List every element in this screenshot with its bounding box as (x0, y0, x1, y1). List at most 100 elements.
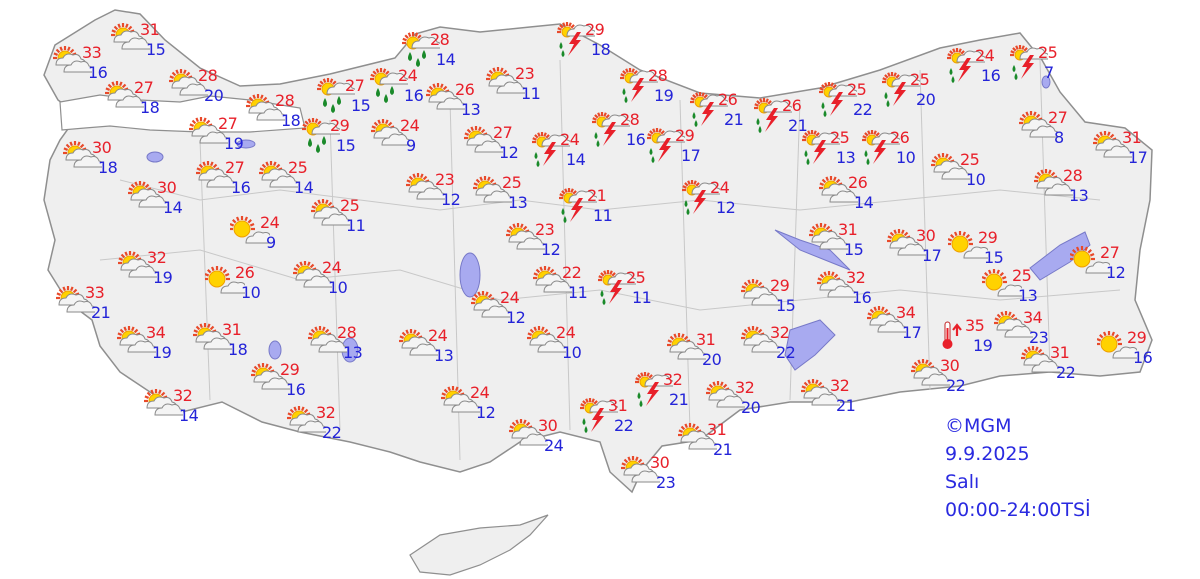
high-temperature: 26 (890, 128, 910, 147)
rain-showers-icon (317, 78, 355, 113)
high-temperature: 31 (707, 420, 727, 439)
high-temperature: 24 (556, 323, 576, 342)
weather-station: 32 20 (705, 378, 775, 424)
lake-egirdir (268, 340, 282, 360)
weather-station: 27 16 (195, 158, 265, 204)
low-temperature: 10 (328, 278, 348, 297)
low-temperature: 9 (266, 233, 276, 252)
thunderstorm-icon (592, 112, 630, 147)
low-temperature: 13 (343, 343, 363, 362)
high-temperature: 32 (316, 403, 336, 422)
partly-cloudy-icon (63, 141, 102, 168)
partly-cloudy-icon (1019, 111, 1058, 138)
low-temperature: 22 (776, 343, 796, 362)
weather-station: 30 22 (910, 356, 980, 402)
weather-station: 32 22 (286, 403, 356, 449)
forecast-date: 9.9.2025 (945, 443, 1030, 465)
weather-station: 25 10 (930, 150, 1000, 196)
weather-station: 24 16 (368, 66, 438, 112)
low-temperature: 11 (568, 283, 588, 302)
low-temperature: 13 (1018, 286, 1038, 305)
high-temperature: 23 (435, 170, 455, 189)
weather-station: 32 14 (143, 386, 213, 432)
map-info: ©MGM 9.9.2025 Salı 00:00-24:00TSİ (945, 412, 1091, 524)
weather-station: 26 10 (205, 263, 275, 309)
weather-station: 28 16 (590, 110, 660, 156)
lake-tuz (459, 252, 481, 298)
high-temperature: 27 (225, 158, 245, 177)
weather-station: 30 18 (62, 138, 132, 184)
weather-station: 34 17 (866, 303, 936, 349)
low-temperature: 15 (776, 296, 796, 315)
low-temperature: 10 (896, 148, 916, 167)
high-temperature: 25 (1038, 43, 1058, 62)
province-borders (99, 59, 1121, 461)
high-temperature: 29 (978, 228, 998, 247)
low-temperature: 22 (853, 100, 873, 119)
partly-cloudy-icon (293, 261, 332, 288)
high-temperature: 29 (585, 20, 605, 39)
weather-station: 25 13 (472, 173, 542, 219)
high-temperature: 31 (222, 320, 242, 339)
weather-station: 33 21 (55, 283, 125, 329)
keban-dam-lake (774, 229, 851, 271)
weather-station: 31 21 (677, 420, 747, 466)
low-temperature: 14 (854, 193, 874, 212)
weather-station: 31 20 (666, 330, 736, 376)
partly-cloudy-icon (426, 83, 465, 110)
thunderstorm-icon (580, 398, 618, 433)
weather-station: 25 13 (800, 128, 870, 174)
high-temperature: 31 (838, 220, 858, 239)
high-temperature: 28 (1063, 166, 1083, 185)
partly-cloudy-icon (251, 363, 290, 390)
low-temperature: 12 (476, 403, 496, 422)
partly-cloudy-icon (678, 423, 717, 450)
low-temperature: 22 (614, 416, 634, 435)
thunderstorm-icon (754, 98, 792, 133)
weather-station: 25 14 (258, 158, 328, 204)
low-temperature: 11 (632, 288, 652, 307)
high-temperature: 27 (1048, 108, 1068, 127)
high-temperature: 25 (626, 268, 646, 287)
partly-cloudy-icon (741, 326, 780, 353)
sunny-icon (205, 266, 245, 294)
high-temperature: 24 (500, 288, 520, 307)
weather-station: 24 9 (230, 213, 300, 259)
low-temperature: 19 (224, 134, 244, 153)
low-temperature: 16 (404, 86, 424, 105)
partly-cloudy-icon (509, 419, 548, 446)
partly-cloudy-icon (189, 117, 228, 144)
rain-showers-icon (402, 32, 440, 67)
low-temperature: 14 (294, 178, 314, 197)
high-temperature: 26 (718, 90, 738, 109)
low-temperature: 19 (654, 86, 674, 105)
weather-station: 27 18 (104, 78, 174, 124)
high-temperature: 29 (675, 126, 695, 145)
low-temperature: 17 (922, 246, 942, 265)
low-temperature: 13 (836, 148, 856, 167)
partly-cloudy-icon (471, 291, 510, 318)
weather-station: 30 17 (886, 226, 956, 272)
partly-cloudy-icon (105, 81, 144, 108)
low-temperature: 14 (436, 50, 456, 69)
partly-cloudy-icon (128, 181, 167, 208)
low-temperature: 16 (626, 130, 646, 149)
weather-station: 32 19 (117, 248, 187, 294)
partly-cloudy-icon (911, 359, 950, 386)
high-temperature: 31 (140, 20, 160, 39)
forecast-period: 00:00-24:00TSİ (945, 499, 1091, 521)
high-temperature: 24 (260, 213, 280, 232)
partly-cloudy-icon (193, 323, 232, 350)
weather-station: 22 11 (532, 263, 602, 309)
partly-cloudy-icon (259, 161, 298, 188)
high-temperature: 25 (830, 128, 850, 147)
sunny-icon (1097, 331, 1137, 359)
low-temperature: 17 (681, 146, 701, 165)
high-temperature: 31 (608, 396, 628, 415)
partly-cloudy-icon (53, 46, 92, 73)
high-temperature: 35 (965, 316, 985, 335)
low-temperature: 17 (902, 323, 922, 342)
low-temperature: 23 (656, 473, 676, 492)
high-temperature: 24 (398, 66, 418, 85)
